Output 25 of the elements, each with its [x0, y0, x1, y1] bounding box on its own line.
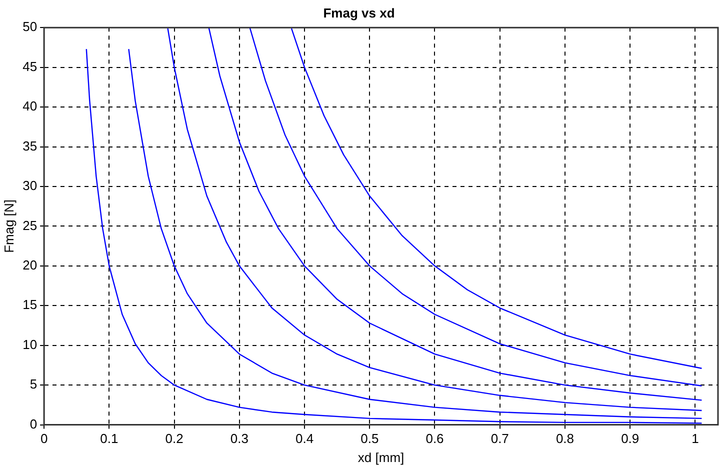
- y-tick-label: 50: [22, 19, 38, 34]
- x-tick-label: 0.8: [556, 431, 574, 446]
- x-tick-label: 0.7: [490, 431, 509, 446]
- x-tick-label: 0: [40, 431, 48, 446]
- y-tick-label: 45: [22, 58, 38, 74]
- chart-title: Fmag vs xd: [323, 5, 395, 20]
- x-tick-label: 0.9: [621, 431, 640, 446]
- x-tick-label: 0.4: [295, 431, 314, 446]
- x-tick-label: 0.2: [165, 431, 184, 446]
- y-tick-label: 10: [22, 336, 38, 352]
- x-tick-label: 0.5: [360, 431, 379, 446]
- y-tick-label: 30: [22, 178, 38, 194]
- x-tick-label: 0.3: [230, 431, 248, 446]
- x-axis-title: xd [mm]: [358, 450, 404, 465]
- y-tick-label: 20: [22, 258, 38, 272]
- x-tick-label: 0.1: [100, 431, 118, 446]
- y-tick-label: 0: [30, 416, 38, 432]
- x-tick-label: 0.6: [426, 431, 444, 446]
- y-tick-label: 35: [22, 138, 38, 154]
- y-axis-title: Fmag [N]: [1, 199, 16, 253]
- y-tick-label: 40: [22, 98, 38, 114]
- x-tick-label: 1: [692, 431, 699, 446]
- y-tick-label: 5: [30, 376, 38, 392]
- y-tick-label: 15: [22, 297, 38, 312]
- y-tick-label: 25: [22, 218, 38, 233]
